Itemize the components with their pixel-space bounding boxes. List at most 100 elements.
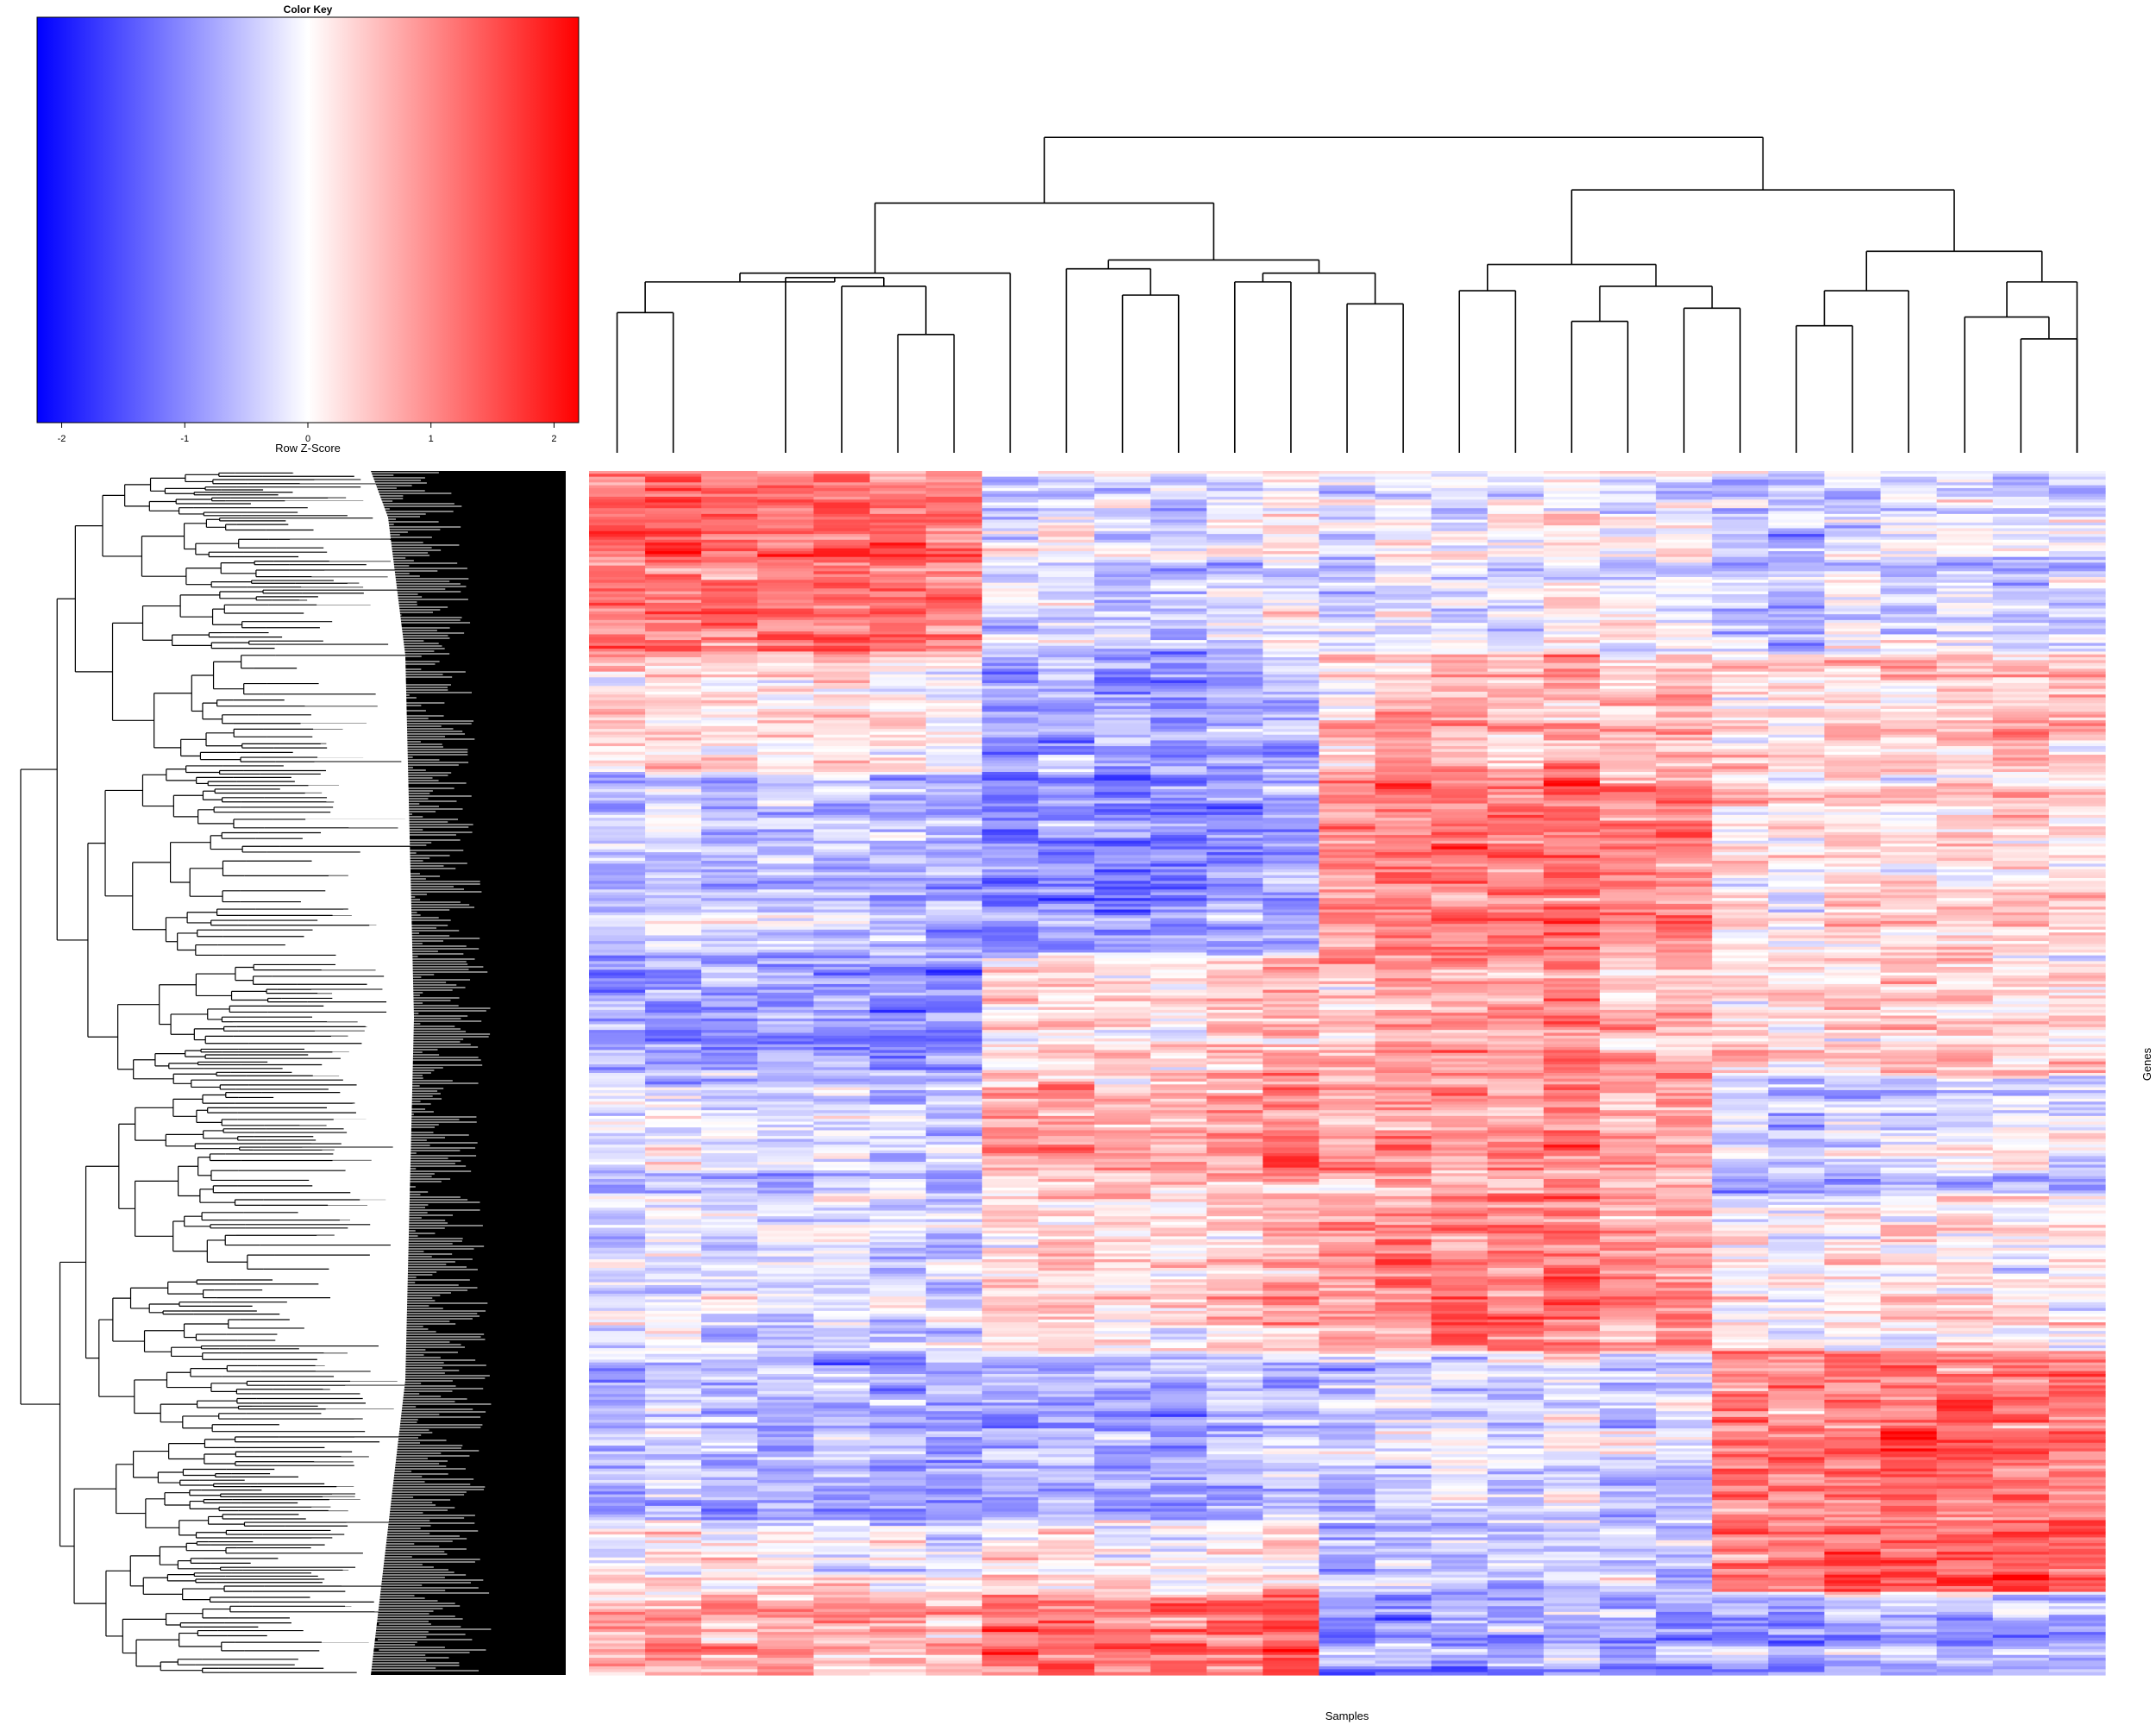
heatmap-cell bbox=[757, 1531, 815, 1535]
heatmap-cell bbox=[1037, 660, 1095, 664]
heatmap-cell bbox=[869, 1290, 927, 1295]
heatmap-cell bbox=[701, 599, 758, 604]
heatmap-cell bbox=[869, 1520, 927, 1524]
heatmap-cell bbox=[981, 1422, 1039, 1427]
heatmap-cell bbox=[645, 734, 702, 738]
heatmap-cell bbox=[645, 1474, 702, 1478]
heatmap-cell bbox=[701, 1284, 758, 1289]
heatmap-cell bbox=[589, 1032, 646, 1037]
heatmap-cell bbox=[925, 877, 983, 881]
heatmap-cell bbox=[813, 1494, 871, 1498]
heatmap-cell bbox=[701, 1390, 758, 1395]
heatmap-cell bbox=[925, 1081, 983, 1085]
heatmap-cell bbox=[813, 496, 871, 500]
heatmap-cell bbox=[701, 1221, 758, 1226]
heatmap-cell bbox=[813, 1646, 871, 1650]
heatmap-cell bbox=[981, 1061, 1039, 1065]
heatmap-cell bbox=[589, 886, 646, 890]
heatmap-cell bbox=[757, 1047, 815, 1051]
heatmap-cell bbox=[589, 602, 646, 606]
heatmap-cell bbox=[925, 1038, 983, 1043]
heatmap-cell bbox=[757, 1208, 815, 1212]
heatmap-cell bbox=[645, 1316, 702, 1320]
heatmap-cell bbox=[701, 938, 758, 942]
heatmap-cell bbox=[701, 755, 758, 758]
heatmap-cell bbox=[813, 831, 871, 836]
heatmap-cell bbox=[701, 1150, 758, 1154]
heatmap-cell bbox=[869, 863, 927, 868]
heatmap-cell bbox=[869, 1227, 927, 1232]
heatmap-cell bbox=[981, 545, 1039, 549]
heatmap-cell bbox=[925, 746, 983, 750]
heatmap-cell bbox=[813, 823, 871, 827]
heatmap-cell bbox=[813, 565, 871, 569]
heatmap-cell bbox=[701, 1609, 758, 1613]
heatmap-cell bbox=[589, 1580, 646, 1584]
heatmap-cell bbox=[925, 1583, 983, 1587]
heatmap-cell bbox=[925, 806, 983, 810]
heatmap-cell bbox=[869, 1371, 927, 1375]
heatmap-cell bbox=[589, 972, 646, 976]
heatmap-cell bbox=[645, 983, 702, 988]
heatmap-cell bbox=[981, 978, 1039, 982]
heatmap-cell bbox=[1037, 614, 1095, 618]
heatmap-cell bbox=[1037, 585, 1095, 589]
heatmap-cell bbox=[701, 1190, 758, 1195]
heatmap-cell bbox=[925, 505, 983, 509]
heatmap-cell bbox=[589, 1672, 646, 1676]
heatmap-cell bbox=[701, 1611, 758, 1615]
heatmap-cell bbox=[925, 1565, 983, 1570]
heatmap-cell bbox=[757, 508, 815, 512]
heatmap-cell bbox=[869, 1571, 927, 1576]
heatmap-cell bbox=[813, 599, 871, 604]
heatmap-cell bbox=[981, 1658, 1039, 1661]
heatmap-cell bbox=[813, 720, 871, 724]
heatmap-cell bbox=[645, 1491, 702, 1496]
heatmap-cell bbox=[869, 1557, 927, 1561]
heatmap-cell bbox=[813, 1319, 871, 1323]
heatmap-cell bbox=[701, 857, 758, 862]
heatmap-cell bbox=[869, 1431, 927, 1435]
heatmap-cell bbox=[1037, 855, 1095, 859]
heatmap-cell bbox=[701, 975, 758, 979]
heatmap-cell bbox=[589, 628, 646, 632]
heatmap-cell bbox=[925, 1603, 983, 1607]
heatmap-cell bbox=[645, 1560, 702, 1564]
heatmap-cell bbox=[981, 903, 1039, 907]
heatmap-cell bbox=[981, 697, 1039, 701]
heatmap-cell bbox=[701, 1540, 758, 1544]
heatmap-cell bbox=[981, 814, 1039, 819]
heatmap-cell bbox=[701, 1368, 758, 1372]
heatmap-cell bbox=[701, 1433, 758, 1438]
heatmap-cell bbox=[869, 835, 927, 839]
heatmap-cell bbox=[813, 708, 871, 712]
heatmap-cell bbox=[1037, 823, 1095, 827]
heatmap-cell bbox=[701, 1454, 758, 1458]
heatmap-cell bbox=[869, 846, 927, 850]
heatmap-cell bbox=[1037, 751, 1095, 756]
heatmap-cell bbox=[813, 857, 871, 862]
heatmap-cell bbox=[701, 1522, 758, 1527]
heatmap-cell bbox=[589, 1073, 646, 1076]
heatmap-cell bbox=[757, 1184, 815, 1189]
heatmap-cell bbox=[925, 568, 983, 572]
heatmap-cell bbox=[813, 855, 871, 859]
heatmap-cell bbox=[645, 806, 702, 810]
heatmap-cell bbox=[1037, 593, 1095, 598]
heatmap-cell bbox=[869, 1147, 927, 1151]
heatmap-cell bbox=[813, 1333, 871, 1338]
heatmap-cell bbox=[813, 849, 871, 853]
heatmap-cell bbox=[645, 875, 702, 879]
heatmap-cell bbox=[981, 809, 1039, 813]
heatmap-cell bbox=[701, 1253, 758, 1258]
heatmap-cell bbox=[701, 1225, 758, 1229]
heatmap-cell bbox=[589, 499, 646, 504]
heatmap-cell bbox=[701, 1107, 758, 1111]
heatmap-cell bbox=[1037, 766, 1095, 770]
heatmap-cell bbox=[589, 1353, 646, 1358]
heatmap-cell bbox=[925, 1546, 983, 1550]
heatmap-cell bbox=[701, 820, 758, 825]
heatmap-cell bbox=[869, 861, 927, 864]
heatmap-cell bbox=[589, 963, 646, 968]
heatmap-cell bbox=[589, 619, 646, 624]
